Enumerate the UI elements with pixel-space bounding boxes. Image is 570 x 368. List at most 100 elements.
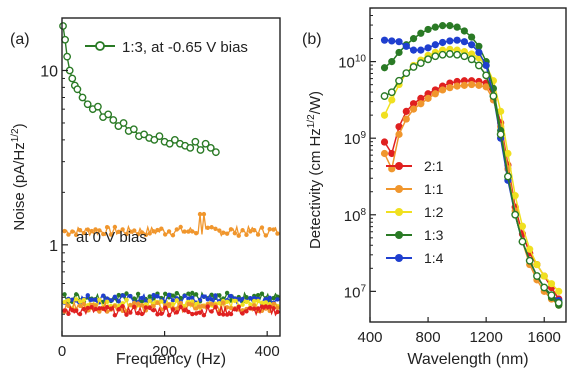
detectivity-point <box>402 107 410 115</box>
noise-band-point <box>77 228 83 233</box>
noise-band-point <box>255 292 261 298</box>
noise-point <box>201 139 210 148</box>
noise-band-point <box>190 302 195 307</box>
noise-band-point <box>162 291 168 296</box>
detectivity-point <box>416 59 425 68</box>
detectivity-point <box>417 29 425 37</box>
detectivity-point <box>409 105 418 113</box>
noise-band-point <box>190 311 195 317</box>
noise-band-point <box>271 227 276 232</box>
noise-band-point <box>151 229 156 234</box>
noise-band-point <box>108 306 114 311</box>
noise-band-point <box>193 231 199 236</box>
noise-band-point <box>93 227 98 232</box>
noise-point <box>78 93 87 102</box>
detectivity-point <box>511 210 520 219</box>
noise-band-point <box>135 310 141 316</box>
detectivity-line <box>384 53 560 304</box>
x-tick-label: 400 <box>255 343 280 360</box>
legend-marker <box>95 41 105 51</box>
noise-band-point <box>101 306 106 311</box>
noise-band-point <box>197 211 203 217</box>
noise-band-point <box>170 293 176 298</box>
detectivity-point <box>409 35 418 43</box>
noise-band-point <box>213 293 218 298</box>
noise-band-point <box>73 232 79 238</box>
detectivity-point <box>468 41 476 49</box>
noise-band-point <box>232 230 238 236</box>
noise-band-point <box>209 225 214 230</box>
panel-b-ticks: 400 800 1200 1600 107 108 109 1010 <box>338 7 561 346</box>
x-tick-label: 0 <box>58 343 66 360</box>
noise-point <box>155 132 164 141</box>
detectivity-point <box>547 280 556 288</box>
noise-band-point <box>104 304 110 310</box>
noise-band-point <box>85 293 90 298</box>
noise-band-point <box>205 304 210 309</box>
noise-point <box>170 135 179 144</box>
noise-band-point <box>197 297 203 303</box>
noise-band-point <box>89 297 94 302</box>
bias0-annotation: at 0 V bias <box>76 229 147 246</box>
detectivity-point <box>526 245 534 253</box>
detectivity-point <box>380 64 389 72</box>
noise-band-point <box>77 303 83 308</box>
noise-band-point <box>252 228 257 233</box>
noise-band-point <box>193 301 199 307</box>
noise-band-point <box>240 228 245 233</box>
detectivity-point <box>468 80 476 89</box>
detectivity-point <box>453 36 461 44</box>
noise-band-point <box>81 306 87 312</box>
noise-band-point <box>124 297 129 302</box>
noise-band-point <box>81 230 87 236</box>
noise-band-point <box>139 299 145 304</box>
y-tick-label: 1 <box>49 238 58 255</box>
noise-band-point <box>244 294 249 300</box>
noise-band-point <box>159 311 164 316</box>
noise-band-point <box>120 304 125 309</box>
noise-band-point <box>217 228 222 233</box>
noise-band-point <box>112 312 118 318</box>
noise-band-point <box>236 304 241 309</box>
noise-band-point <box>186 291 191 296</box>
detectivity-point <box>467 55 476 64</box>
detectivity-point <box>475 42 483 50</box>
noise-point <box>165 139 174 148</box>
noise-band-point <box>228 227 234 232</box>
noise-band-point <box>255 298 261 304</box>
noise-band-point <box>190 229 195 234</box>
noise-band-point <box>73 297 79 302</box>
noise-band-point <box>174 290 180 296</box>
noise-band-point <box>275 309 280 315</box>
noise-band-point <box>201 211 207 217</box>
noise-band-point <box>108 232 114 237</box>
noise-band-point <box>166 302 172 307</box>
noise-band-point <box>224 290 230 296</box>
detectivity-point <box>460 38 468 46</box>
noise-band-point <box>128 310 133 315</box>
noise-band-point <box>197 310 203 315</box>
noise-band-point <box>89 228 94 234</box>
noise-band-point <box>221 312 226 317</box>
noise-band-point <box>143 298 149 304</box>
noise-band-point <box>263 297 269 302</box>
x-tick-label: 200 <box>152 343 177 360</box>
noise-band-point <box>221 230 226 235</box>
detectivity-point <box>497 107 505 115</box>
noise-band-point <box>244 299 249 305</box>
noise-band-point <box>201 312 207 318</box>
noise-band-point <box>162 232 168 237</box>
detectivity-point <box>474 61 483 70</box>
noise-band-point <box>101 231 106 237</box>
noise-band-point <box>193 311 199 316</box>
noise-band-point <box>267 295 272 300</box>
noise-band-point <box>151 307 156 313</box>
legend-marker <box>395 231 403 239</box>
detectivity-point <box>460 52 469 61</box>
noise-band-point <box>135 301 141 306</box>
panel-b-xlabel: Wavelength (nm) <box>407 351 528 368</box>
x-tick-label: 400 <box>357 329 382 346</box>
panel-b: (b) 400 800 1200 1600 107 108 109 1010 2:1 1:1 1:… <box>302 7 567 368</box>
legend-label: 1:3, at -0.65 V bias <box>122 39 248 56</box>
detectivity-point <box>446 22 454 30</box>
